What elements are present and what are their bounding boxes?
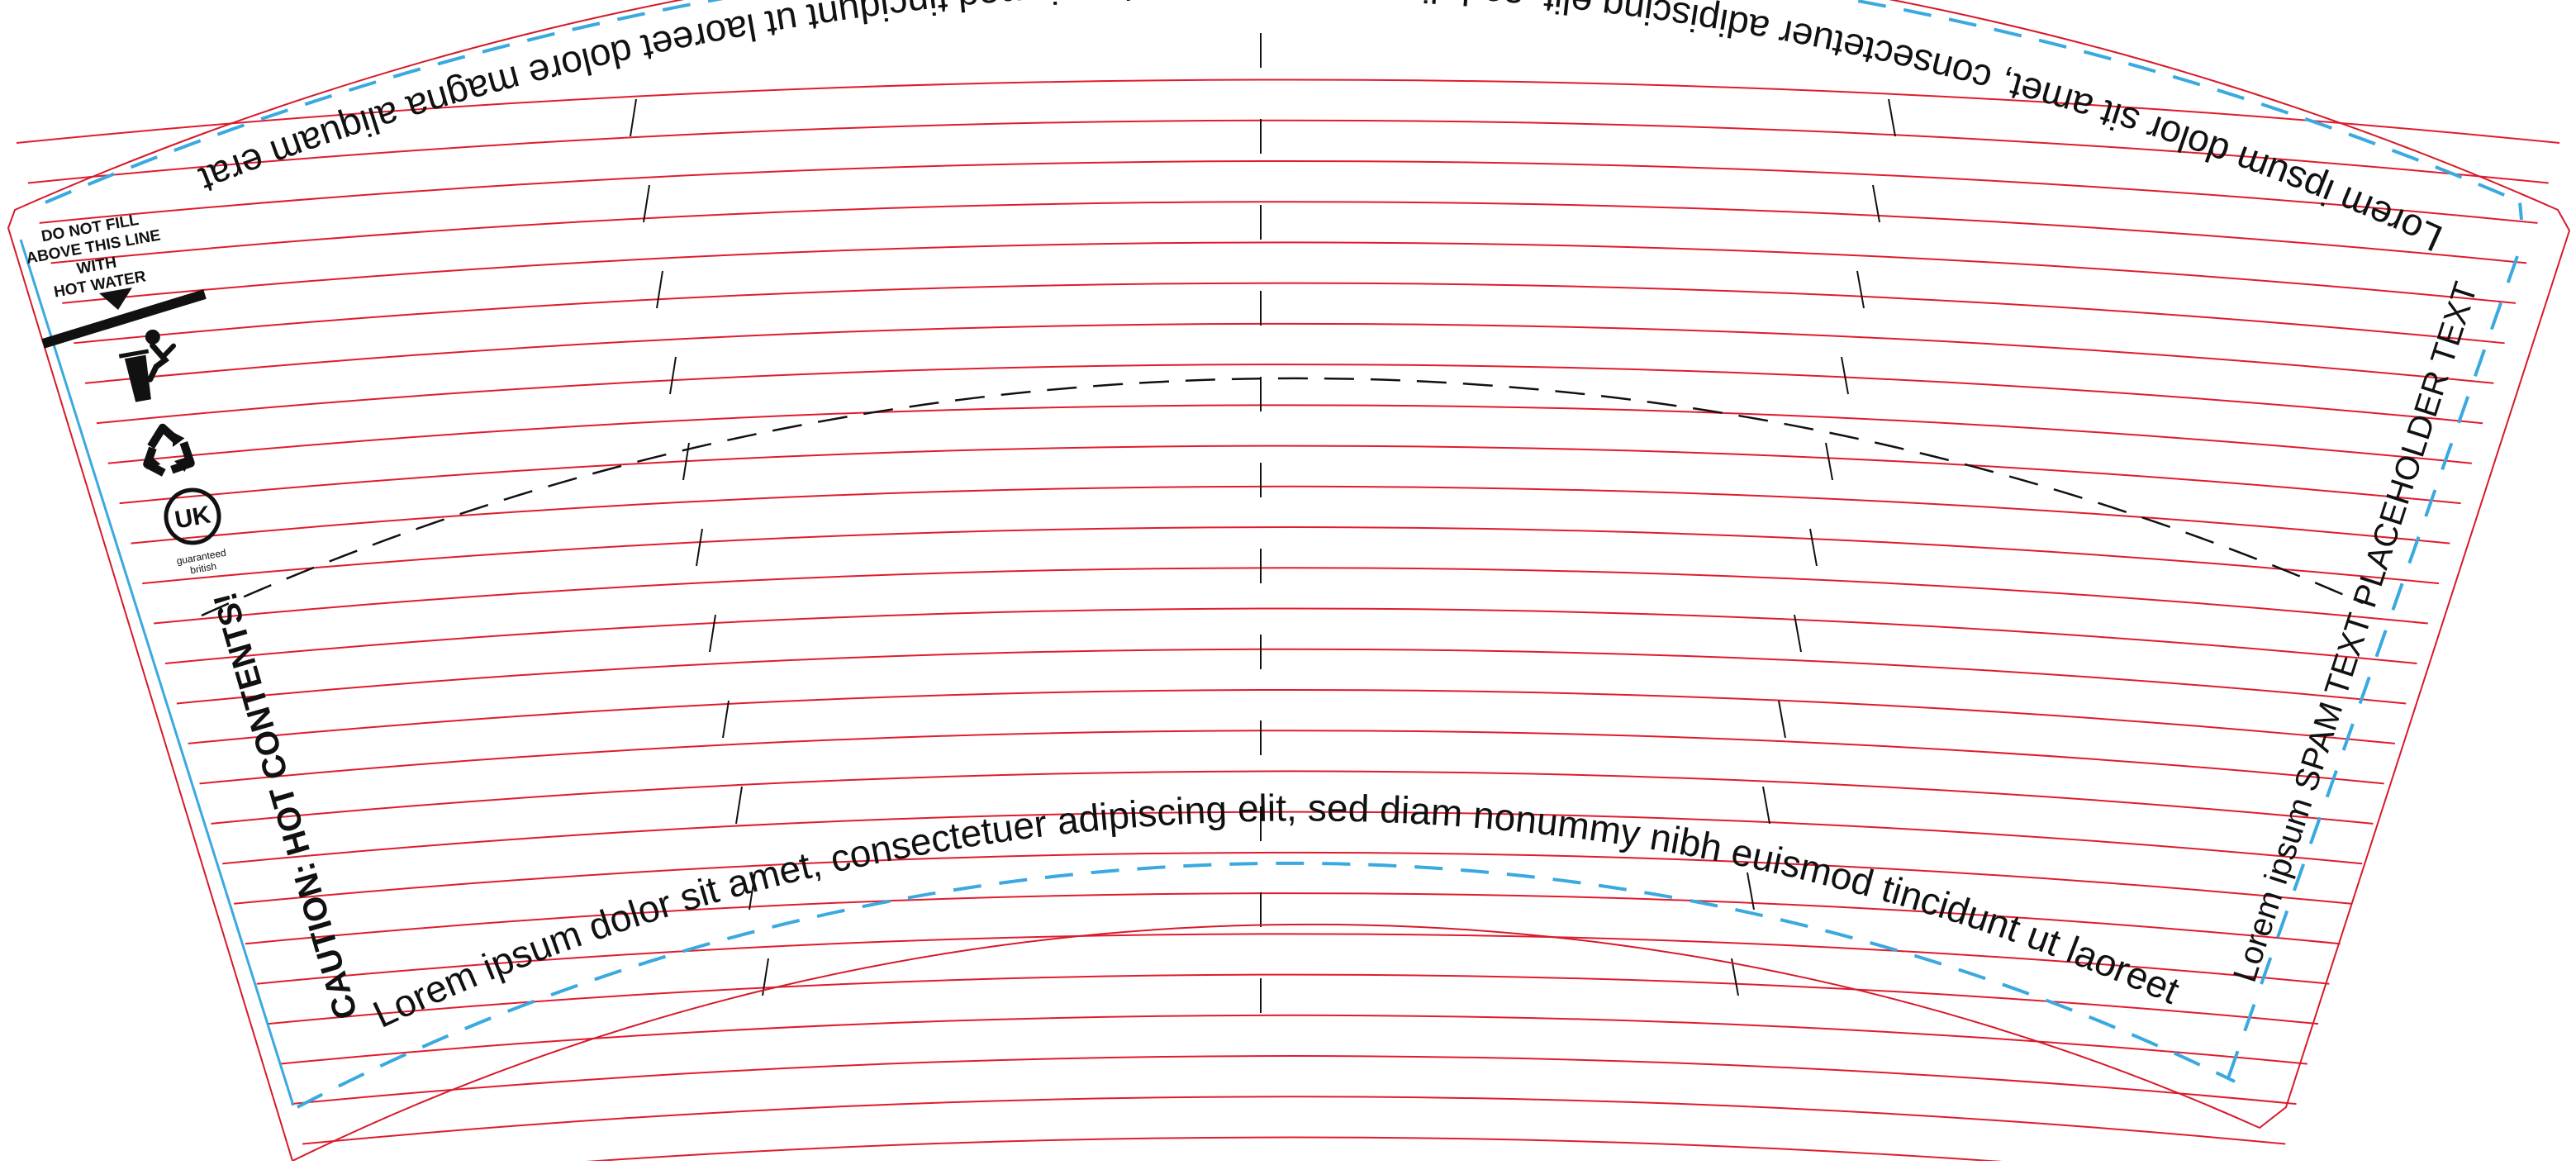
side-tick-mark: [735, 786, 743, 825]
guide-line: [96, 364, 2483, 425]
side-tick-mark: [656, 270, 663, 309]
guide-line: [199, 730, 2384, 785]
guide-line: [279, 1014, 2307, 1065]
guide-line: [107, 404, 2472, 464]
side-tick-mark: [1778, 700, 1786, 739]
side-tick-mark: [1888, 98, 1896, 137]
guide-line: [62, 241, 2517, 304]
guide-line: [528, 1136, 2060, 1165]
side-tick-mark: [1747, 872, 1755, 911]
side-tick-mark: [1731, 958, 1739, 996]
bottom-curved-text: Lorem ipsum dolor sit amet, consectetuer…: [367, 786, 2186, 1035]
guide-line: [222, 811, 2363, 865]
bleed-dash-right: [2227, 255, 2519, 1079]
guide-line: [27, 119, 2549, 184]
side-tick-mark: [669, 356, 677, 395]
guide-line: [268, 973, 2319, 1025]
hot-water-fill-line: [201, 377, 2364, 617]
guide-lines: [16, 78, 2560, 1165]
side-placeholder-text: Lorem ipsum SPAM TEXT PLACEHOLDER TEXT: [2227, 278, 2484, 987]
guide-line: [164, 607, 2417, 664]
side-tick-mark: [1841, 356, 1849, 395]
center-marks: [630, 33, 1896, 1013]
guide-line: [256, 933, 2330, 985]
side-tick-mark: [1825, 442, 1833, 481]
guide-line: [142, 526, 2440, 585]
side-tick-mark: [722, 700, 730, 739]
guide-line: [291, 1055, 2297, 1106]
svg-text:british: british: [189, 560, 217, 576]
uk-badge-icon: UK guaranteed british: [164, 487, 227, 576]
side-tick-mark: [1809, 528, 1818, 567]
bleed-dash-left: [19, 239, 295, 1106]
fill-line-arrow-icon: [99, 288, 132, 310]
guide-line: [50, 201, 2527, 264]
side-tick-mark: [1794, 614, 1802, 653]
recycle-icon: [143, 423, 195, 477]
side-tick-mark: [1872, 184, 1880, 223]
side-tick-mark: [1856, 270, 1865, 309]
guide-line: [39, 159, 2538, 224]
guide-line: [176, 648, 2407, 705]
side-tick-mark: [749, 872, 756, 911]
bleed-dash-top: [45, 0, 2523, 221]
guide-line: [211, 770, 2374, 825]
side-tick-mark: [709, 614, 716, 653]
cup-outline: [7, 0, 2571, 1163]
guide-line: [188, 688, 2396, 744]
guide-line: [233, 851, 2351, 905]
fill-line-black-bar: [41, 289, 207, 349]
guide-line: [16, 78, 2560, 144]
guide-line: [154, 567, 2428, 625]
side-tick-mark: [630, 98, 637, 137]
side-tick-mark: [1762, 786, 1770, 825]
guide-line: [74, 282, 2505, 345]
side-tick-mark: [696, 528, 703, 567]
bin-person-icon: [118, 329, 177, 402]
guide-line: [84, 322, 2494, 384]
svg-text:UK: UK: [173, 501, 213, 534]
side-tick-mark: [643, 184, 650, 223]
guide-line: [119, 445, 2461, 505]
guide-line: [302, 1096, 2286, 1145]
guide-line: [245, 892, 2341, 945]
guide-line: [131, 485, 2450, 544]
